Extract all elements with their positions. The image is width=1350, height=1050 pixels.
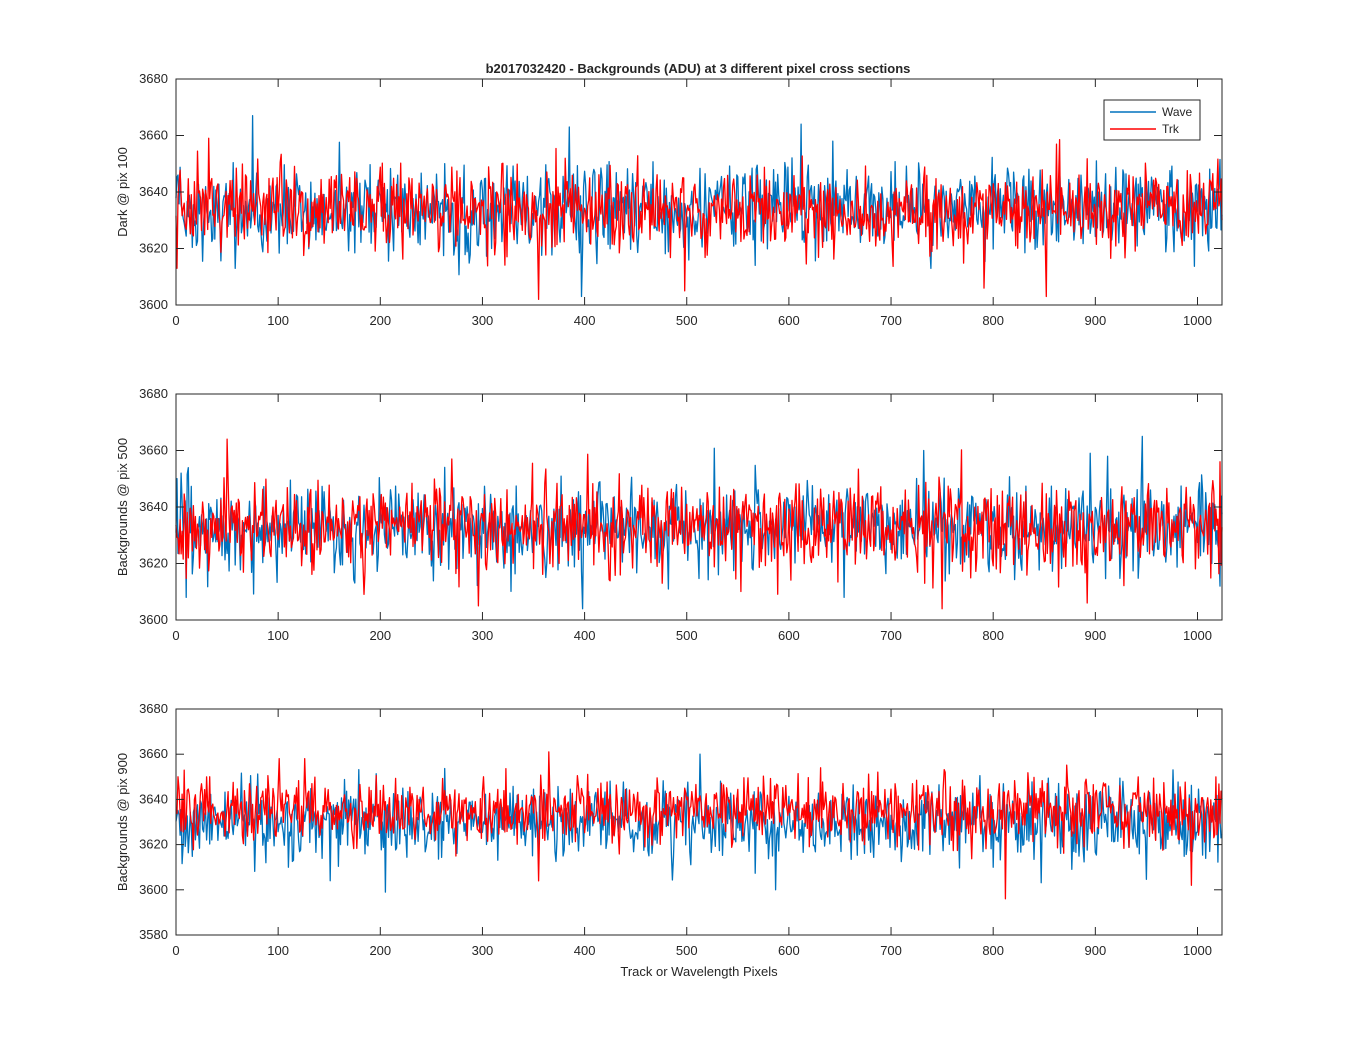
- y-tick-label: 3660: [139, 746, 168, 761]
- x-tick-label: 200: [369, 313, 391, 328]
- x-tick-label: 900: [1084, 313, 1106, 328]
- y-tick-label: 3680: [139, 386, 168, 401]
- x-tick-label: 500: [676, 313, 698, 328]
- y-tick-label: 3680: [139, 71, 168, 86]
- subplot-backgrounds-pix-500: 0 100 200 300 400 500 600 700 800 900 1000 3600 3620…: [115, 386, 1223, 643]
- subplot-1-series: [175, 115, 1223, 301]
- x-tick-label: 0: [172, 943, 179, 958]
- subplot-2-ylabel: Backgrounds @ pix 500: [115, 438, 130, 576]
- x-tick-label: 700: [880, 628, 902, 643]
- y-tick-label: 3600: [139, 882, 168, 897]
- subplot-1-ylabel: Dark @ pix 100: [115, 147, 130, 237]
- x-tick-label: 200: [369, 628, 391, 643]
- subplot-3-series: [175, 751, 1223, 900]
- y-tick-label: 3660: [139, 128, 168, 143]
- x-tick-label: 600: [778, 628, 800, 643]
- x-tick-label: 500: [676, 628, 698, 643]
- x-tick-label: 300: [472, 943, 494, 958]
- x-tick-label: 100: [267, 313, 289, 328]
- y-tick-label: 3600: [139, 612, 168, 627]
- x-tick-label: 1000: [1183, 943, 1212, 958]
- series-line-trk: [175, 438, 1223, 610]
- subplot-1-ticks: 0 100 200 300 400 500 600 700 800 900 1000 3600 3620…: [139, 71, 1222, 328]
- y-tick-label: 3640: [139, 184, 168, 199]
- x-tick-label: 200: [369, 943, 391, 958]
- x-axis-label: Track or Wavelength Pixels: [620, 964, 778, 979]
- x-tick-label: 900: [1084, 943, 1106, 958]
- y-tick-label: 3640: [139, 791, 168, 806]
- y-tick-label: 3660: [139, 443, 168, 458]
- figure-title: b2017032420 - Backgrounds (ADU) at 3 dif…: [486, 61, 911, 76]
- subplot-dark-pix-100: 0 100 200 300 400 500 600 700 800 900 1000 3600 3620…: [115, 71, 1223, 328]
- subplot-2-series: [175, 435, 1223, 610]
- x-tick-label: 600: [778, 313, 800, 328]
- subplot-backgrounds-pix-900: 0 100 200 300 400 500 600 700 800 900 1000 3580 3600…: [115, 701, 1223, 958]
- x-tick-label: 400: [574, 943, 596, 958]
- legend-label-trk: Trk: [1162, 122, 1180, 136]
- y-tick-label: 3580: [139, 927, 168, 942]
- legend-box: [1103, 99, 1201, 141]
- x-tick-label: 0: [172, 628, 179, 643]
- series-line-trk: [175, 751, 1223, 900]
- x-tick-label: 1000: [1183, 628, 1212, 643]
- y-tick-label: 3620: [139, 837, 168, 852]
- x-tick-label: 0: [172, 313, 179, 328]
- x-tick-label: 600: [778, 943, 800, 958]
- x-tick-label: 300: [472, 313, 494, 328]
- x-tick-label: 400: [574, 628, 596, 643]
- x-tick-label: 100: [267, 943, 289, 958]
- x-tick-label: 800: [982, 943, 1004, 958]
- series-line-trk: [175, 137, 1223, 301]
- y-tick-label: 3600: [139, 297, 168, 312]
- x-tick-label: 100: [267, 628, 289, 643]
- x-tick-label: 900: [1084, 628, 1106, 643]
- y-tick-label: 3640: [139, 499, 168, 514]
- x-tick-label: 400: [574, 313, 596, 328]
- x-tick-label: 800: [982, 313, 1004, 328]
- x-tick-label: 300: [472, 628, 494, 643]
- subplot-3-ticks: 0 100 200 300 400 500 600 700 800 900 1000 3580 3600…: [139, 701, 1222, 958]
- x-tick-label: 800: [982, 628, 1004, 643]
- y-tick-label: 3620: [139, 556, 168, 571]
- x-tick-label: 500: [676, 943, 698, 958]
- y-tick-label: 3620: [139, 241, 168, 256]
- subplot-3-ylabel: Backgrounds @ pix 900: [115, 753, 130, 891]
- x-tick-label: 1000: [1183, 313, 1212, 328]
- y-tick-label: 3680: [139, 701, 168, 716]
- legend: Wave Trk: [1103, 99, 1201, 141]
- legend-label-wave: Wave: [1162, 105, 1193, 119]
- x-tick-label: 700: [880, 313, 902, 328]
- subplot-2-ticks: 0 100 200 300 400 500 600 700 800 900 1000 3600 3620…: [139, 386, 1222, 643]
- subplot-3-axes-box: [175, 708, 1223, 936]
- x-tick-label: 700: [880, 943, 902, 958]
